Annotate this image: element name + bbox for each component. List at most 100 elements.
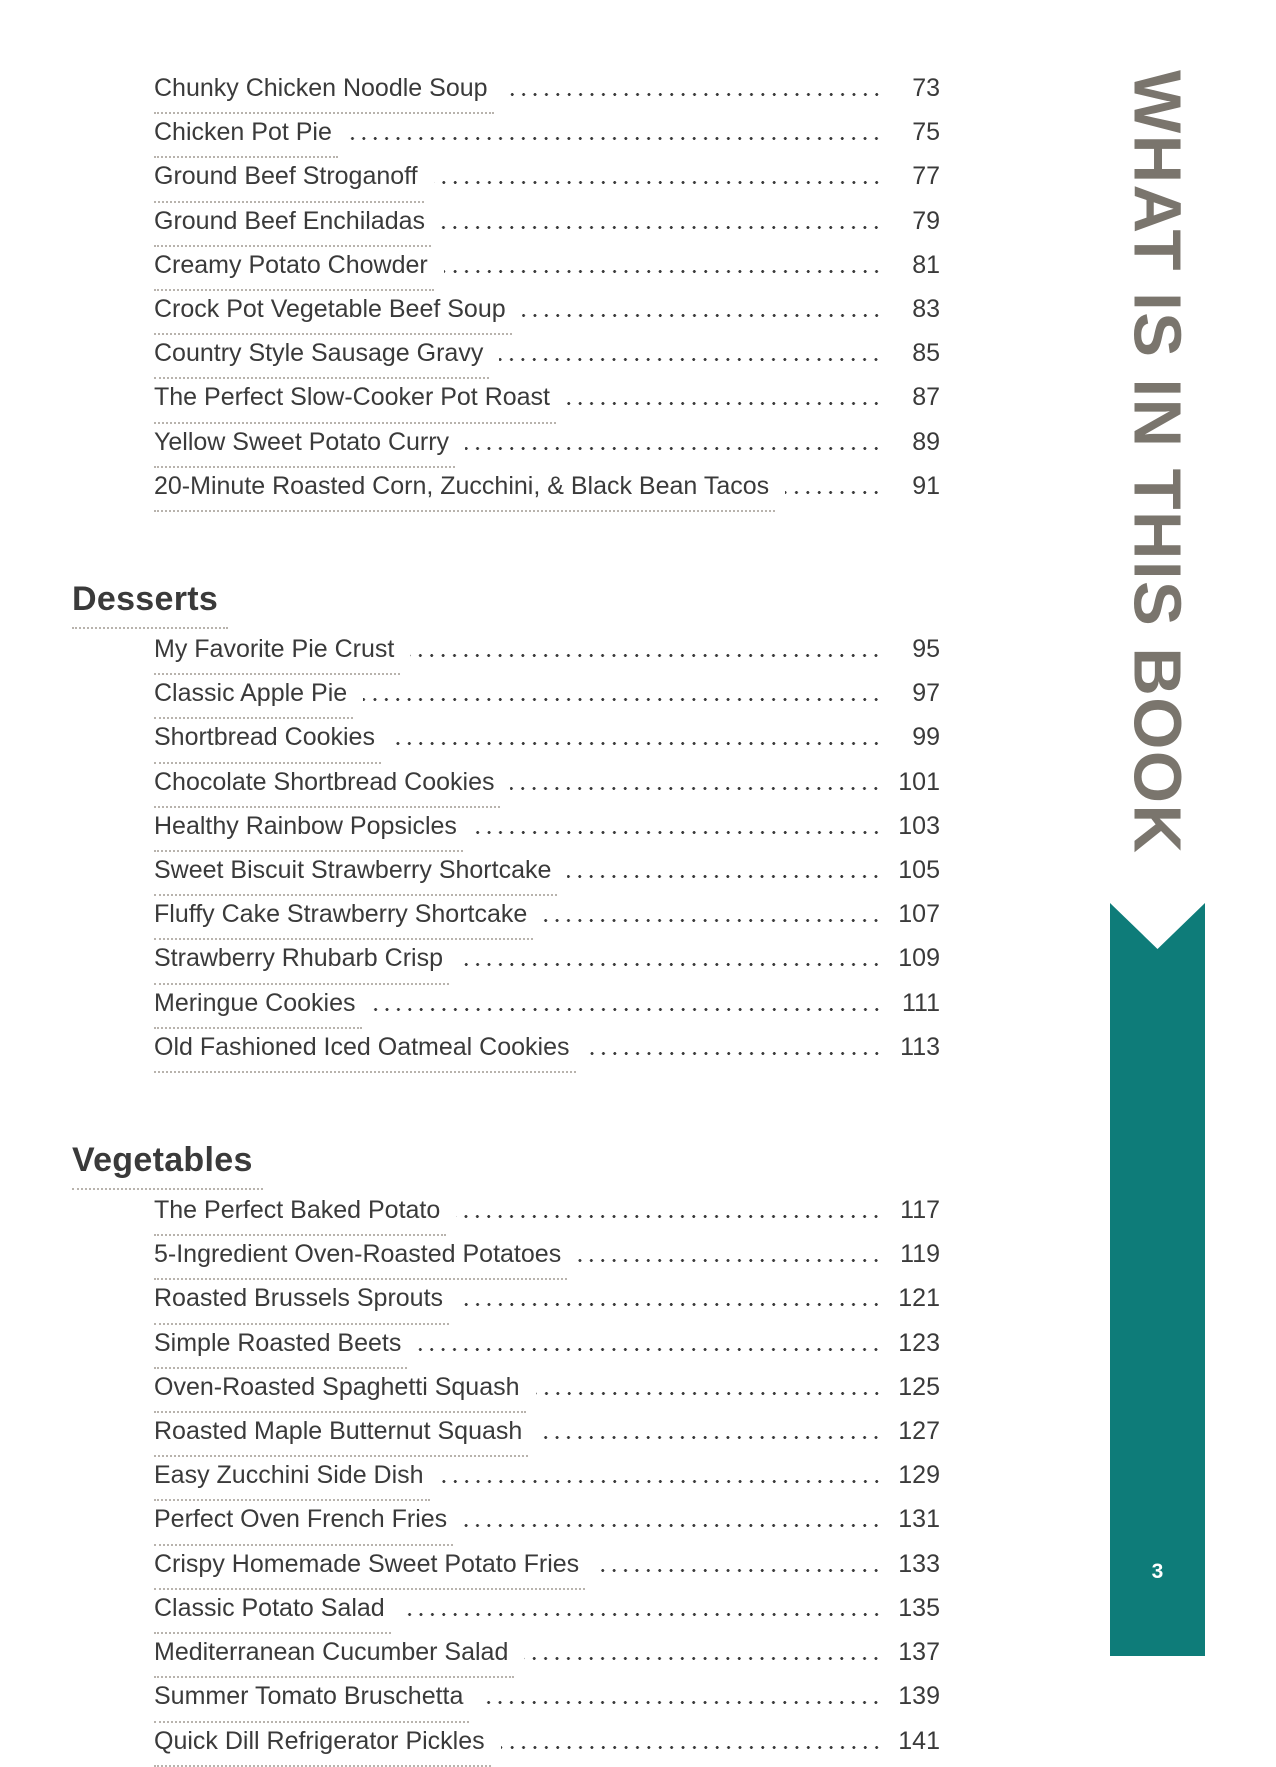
- toc-entry: Mediterranean Cucumber Salad 137: [154, 1634, 940, 1679]
- toc-entry: Quick Dill Refrigerator Pickles 141: [154, 1723, 940, 1767]
- toc-entry: Summer Tomato Bruschetta 139: [154, 1678, 940, 1723]
- toc-entry: The Perfect Slow-Cooker Pot Roast 87: [154, 379, 940, 424]
- entry-page-number: 73: [912, 74, 940, 102]
- recipe-title: Chunky Chicken Noodle Soup: [154, 70, 494, 115]
- toc-entry: Classic Potato Salad 135: [154, 1590, 940, 1635]
- toc-entry: Fluffy Cake Strawberry Shortcake 107: [154, 896, 940, 941]
- section-heading-label: Vegetables: [72, 1139, 263, 1191]
- entry-page-number: 137: [898, 1638, 940, 1667]
- entry-page-number: 85: [912, 339, 940, 368]
- recipe-title: Simple Roasted Beets: [154, 1325, 408, 1369]
- entry-page-number: 101: [898, 767, 940, 796]
- recipe-title: Perfect Oven French Fries: [154, 1501, 454, 1546]
- recipe-title: Chocolate Shortbread Cookies: [154, 764, 501, 808]
- recipe-title: Crispy Homemade Sweet Potato Fries: [154, 1546, 586, 1590]
- toc-entry: 5-Ingredient Oven-Roasted Potatoes 119: [154, 1236, 940, 1281]
- recipe-title: Easy Zucchini Side Dish: [154, 1457, 430, 1502]
- recipe-title: The Perfect Slow-Cooker Pot Roast: [154, 379, 556, 424]
- recipe-title: Chicken Pot Pie: [154, 114, 338, 159]
- toc-entry: Easy Zucchini Side Dish 129: [154, 1457, 940, 1502]
- toc-entry: Chocolate Shortbread Cookies 101: [154, 764, 940, 808]
- entry-page-number: 141: [898, 1726, 940, 1755]
- recipe-title: Crock Pot Vegetable Beef Soup: [154, 291, 512, 336]
- chapter-title-wrap: WHAT IS IN THIS BOOK: [1108, 70, 1206, 854]
- entry-page-number: 79: [912, 206, 940, 235]
- entry-page-number: 129: [898, 1461, 940, 1490]
- entry-page-number: 99: [912, 723, 940, 752]
- recipe-title: Classic Apple Pie: [154, 675, 354, 720]
- toc-entry: The Perfect Baked Potato 117: [154, 1192, 940, 1237]
- recipe-title: Healthy Rainbow Popsicles: [154, 808, 463, 853]
- recipe-title: Summer Tomato Bruschetta: [154, 1678, 470, 1723]
- entry-page-number: 135: [898, 1593, 940, 1622]
- toc-entry: Simple Roasted Beets 123: [154, 1325, 940, 1369]
- page-number-badge: 3: [1151, 1560, 1164, 1583]
- entry-page-number: 87: [912, 383, 940, 412]
- entry-page-number: 107: [898, 900, 940, 929]
- entry-page-number: 121: [898, 1284, 940, 1313]
- entry-page-number: 95: [912, 635, 940, 664]
- section-heading-label: Desserts: [72, 578, 229, 630]
- recipe-title: Fluffy Cake Strawberry Shortcake: [154, 896, 534, 941]
- chapter-title-vertical: WHAT IS IN THIS BOOK: [1119, 70, 1195, 855]
- recipe-title: Roasted Maple Butternut Squash: [154, 1413, 529, 1458]
- entry-page-number: 77: [912, 162, 940, 191]
- toc-entry: Shortbread Cookies 99: [154, 719, 940, 764]
- recipe-title: Ground Beef Enchiladas: [154, 203, 432, 247]
- toc-section: Chunky Chicken Noodle Soup 73 Chicken Po…: [72, 70, 940, 513]
- toc-entry: Creamy Potato Chowder 81: [154, 247, 940, 292]
- toc-entry: My Favorite Pie Crust 95: [154, 631, 940, 676]
- toc-entry: Roasted Maple Butternut Squash 127: [154, 1413, 940, 1458]
- toc-content: Chunky Chicken Noodle Soup 73 Chicken Po…: [72, 70, 940, 1767]
- entry-list: The Perfect Baked Potato 117 5-Ingredien…: [72, 1192, 940, 1767]
- recipe-title: Strawberry Rhubarb Crisp: [154, 940, 449, 985]
- recipe-title: Roasted Brussels Sprouts: [154, 1280, 450, 1325]
- section-heading: Vegetables: [72, 1139, 940, 1191]
- toc-section: Desserts My Favorite Pie Crust 95 Classi…: [72, 578, 940, 1074]
- entry-page-number: 127: [898, 1417, 940, 1446]
- toc-entry: Roasted Brussels Sprouts 121: [154, 1280, 940, 1325]
- toc-entry: Sweet Biscuit Strawberry Shortcake 105: [154, 852, 940, 897]
- recipe-title: Creamy Potato Chowder: [154, 247, 434, 292]
- entry-list: Chunky Chicken Noodle Soup 73 Chicken Po…: [72, 70, 940, 513]
- entry-page-number: 139: [898, 1682, 940, 1711]
- toc-entry: Strawberry Rhubarb Crisp 109: [154, 940, 940, 985]
- entry-page-number: 75: [912, 118, 940, 147]
- section-heading: Desserts: [72, 578, 940, 630]
- recipe-title: Quick Dill Refrigerator Pickles: [154, 1723, 491, 1767]
- toc-section: Vegetables The Perfect Baked Potato 117 …: [72, 1139, 940, 1767]
- entry-page-number: 97: [912, 679, 940, 708]
- recipe-title: Yellow Sweet Potato Curry: [154, 424, 456, 468]
- toc-entry: Perfect Oven French Fries 131: [154, 1501, 940, 1546]
- entry-list: My Favorite Pie Crust 95 Classic Apple P…: [72, 631, 940, 1074]
- entry-page-number: 83: [912, 295, 940, 324]
- toc-entry: 20-Minute Roasted Corn, Zucchini, & Blac…: [154, 468, 940, 513]
- recipe-title: Old Fashioned Iced Oatmeal Cookies: [154, 1029, 576, 1074]
- entry-page-number: 123: [898, 1328, 940, 1357]
- entry-page-number: 103: [898, 811, 940, 840]
- toc-entry: Crispy Homemade Sweet Potato Fries 133: [154, 1546, 940, 1590]
- toc-entry: Crock Pot Vegetable Beef Soup 83: [154, 291, 940, 336]
- recipe-title: My Favorite Pie Crust: [154, 631, 401, 676]
- recipe-title: Ground Beef Stroganoff: [154, 158, 424, 203]
- entry-page-number: 117: [900, 1196, 940, 1225]
- recipe-title: Meringue Cookies: [154, 985, 362, 1029]
- toc-entry: Country Style Sausage Gravy 85: [154, 335, 940, 380]
- entry-page-number: 131: [898, 1505, 940, 1534]
- recipe-title: Shortbread Cookies: [154, 719, 381, 764]
- toc-entry: Oven-Roasted Spaghetti Squash 125: [154, 1369, 940, 1414]
- entry-page-number: 105: [898, 856, 940, 885]
- entry-page-number: 113: [900, 1032, 940, 1061]
- recipe-title: The Perfect Baked Potato: [154, 1192, 447, 1237]
- toc-entry: Chicken Pot Pie 75: [154, 114, 940, 159]
- toc-entry: Ground Beef Stroganoff 77: [154, 158, 940, 203]
- entry-page-number: 81: [912, 250, 940, 279]
- toc-entry: Chunky Chicken Noodle Soup 73: [154, 70, 940, 115]
- entry-page-number: 119: [900, 1240, 940, 1269]
- toc-entry: Healthy Rainbow Popsicles 103: [154, 808, 940, 853]
- recipe-title: Oven-Roasted Spaghetti Squash: [154, 1369, 526, 1414]
- toc-entry: Yellow Sweet Potato Curry 89: [154, 424, 940, 468]
- toc-entry: Classic Apple Pie 97: [154, 675, 940, 720]
- toc-entry: Meringue Cookies 111: [154, 985, 940, 1029]
- recipe-title: 20-Minute Roasted Corn, Zucchini, & Blac…: [154, 468, 776, 513]
